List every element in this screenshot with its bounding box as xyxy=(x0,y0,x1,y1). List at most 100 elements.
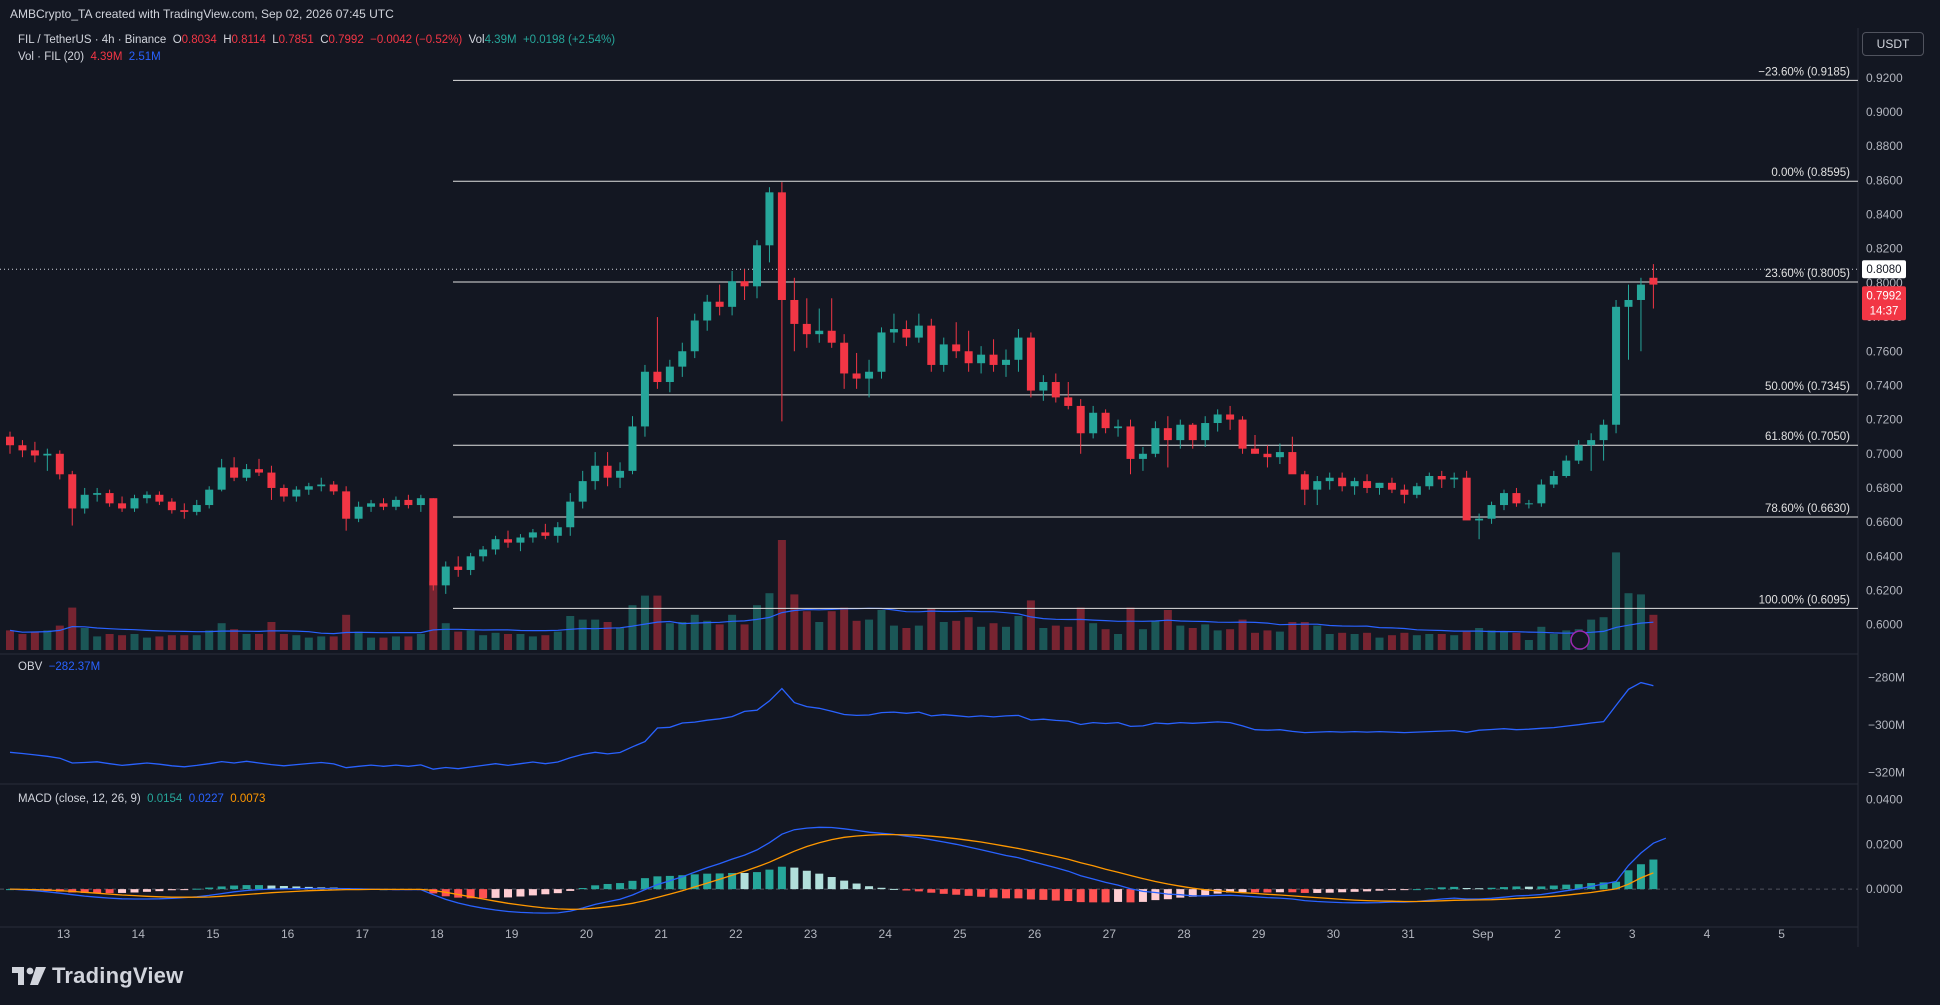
macd-histogram-bar xyxy=(1338,889,1347,893)
candle-body xyxy=(93,493,102,495)
macd-histogram-bar xyxy=(1387,889,1396,891)
obv-tick-label: −280M xyxy=(1868,670,1905,684)
volume-bar xyxy=(43,630,52,650)
macd-histogram-bar xyxy=(566,889,575,891)
macd-tick-label: 0.0200 xyxy=(1866,837,1903,851)
macd-histogram-bar xyxy=(80,889,89,893)
fib-level-label: 78.60% (0.6630) xyxy=(1765,503,1850,515)
macd-histogram-bar xyxy=(205,887,214,890)
volume-bar xyxy=(230,629,239,650)
candle-body xyxy=(1487,505,1496,519)
volume-bar xyxy=(379,637,388,650)
macd-histogram-bar xyxy=(1412,889,1421,891)
candle-body xyxy=(1313,481,1322,490)
macd-histogram-bar xyxy=(217,886,226,890)
time-tick-label: 13 xyxy=(57,927,71,941)
candle-body xyxy=(1014,337,1023,360)
candle-body xyxy=(105,493,114,504)
fib-level-label: −23.60% (0.9185) xyxy=(1758,66,1850,78)
candle-body xyxy=(155,494,164,502)
candle-body xyxy=(1562,460,1571,476)
macd-label[interactable]: MACD (close, 12, 26, 9) xyxy=(18,793,141,805)
macd-tick-label: 0.0000 xyxy=(1866,882,1903,896)
time-tick-label: 4 xyxy=(1704,927,1711,941)
volume-bar xyxy=(479,635,488,650)
volume-bar xyxy=(1313,625,1322,650)
volume-bar xyxy=(640,595,649,650)
last-price-badge-text: 0.8080 xyxy=(1866,264,1901,276)
volume-bar xyxy=(1114,634,1123,650)
macd-histogram-bar xyxy=(1014,889,1023,899)
macd-histogram-bar xyxy=(1275,889,1284,893)
obv-label[interactable]: OBV xyxy=(18,661,43,673)
macd-histogram-bar xyxy=(902,889,911,891)
chart-canvas[interactable]: 0.6000 0.6200 0.6400 0.6600 0.6800 0.7000 0.72… xyxy=(0,0,1940,947)
macd-line-value: 0.0227 xyxy=(188,793,224,805)
macd-histogram-bar xyxy=(1226,889,1235,893)
candle-body xyxy=(217,467,226,490)
high-value: 0.8114 xyxy=(231,34,266,46)
volume-bar xyxy=(815,622,824,650)
event-marker-icon[interactable] xyxy=(1570,630,1590,650)
symbol-label[interactable]: FIL / TetherUS · 4h · Binance xyxy=(18,34,167,46)
volume-bar xyxy=(1624,593,1633,650)
price-tick-label: 0.8600 xyxy=(1866,173,1903,187)
candle-body xyxy=(790,299,799,324)
volume-bar xyxy=(404,636,413,650)
obv-tick-label: −320M xyxy=(1868,765,1905,779)
macd-histogram-bar xyxy=(665,875,674,890)
volume-bar xyxy=(1325,634,1334,650)
volume-bar xyxy=(130,634,139,650)
macd-histogram-bar xyxy=(1574,884,1583,890)
macd-histogram-bar xyxy=(616,883,625,890)
candle-body xyxy=(1288,452,1297,475)
candle-body xyxy=(441,566,450,586)
fib-level-label: 61.80% (0.7050) xyxy=(1765,431,1850,443)
macd-histogram-bar xyxy=(1636,864,1645,890)
candle-body xyxy=(1649,277,1658,285)
candle-body xyxy=(1636,284,1645,300)
macd-histogram-bar xyxy=(852,883,861,890)
macd-histogram-bar xyxy=(927,889,936,893)
countdown-text: 14:37 xyxy=(1870,305,1899,317)
close-price-badge-text: 0.7992 xyxy=(1866,290,1901,302)
macd-histogram-bar xyxy=(989,889,998,898)
volume-bar xyxy=(777,540,786,650)
macd-histogram-bar xyxy=(827,877,836,890)
macd-histogram-bar xyxy=(1188,889,1197,897)
macd-histogram-bar xyxy=(192,888,201,890)
candle-body xyxy=(180,510,189,512)
time-tick-label: 3 xyxy=(1629,927,1636,941)
tradingview-logo[interactable]: TradingView xyxy=(12,963,183,989)
currency-button[interactable]: USDT xyxy=(1862,32,1924,56)
macd-line xyxy=(9,826,1667,914)
volume-bar xyxy=(1412,635,1421,650)
volume-bar xyxy=(1612,552,1621,650)
time-tick-label: 17 xyxy=(356,927,370,941)
candle-body xyxy=(1437,475,1446,480)
vol-study-label[interactable]: Vol · FIL (20) xyxy=(18,51,85,63)
candle-body xyxy=(516,537,525,543)
volume-bar xyxy=(255,634,263,650)
volume-bar xyxy=(665,623,674,650)
volume-bar xyxy=(105,634,114,650)
volume-bar xyxy=(279,634,288,650)
candle-body xyxy=(640,371,649,427)
candle-body xyxy=(1425,475,1434,487)
price-tick-label: 0.6200 xyxy=(1866,583,1903,597)
volume-bar xyxy=(516,634,525,650)
tradingview-brand: TradingView xyxy=(52,963,184,988)
volume-bar xyxy=(1039,628,1048,650)
macd-histogram-bar xyxy=(93,889,102,894)
time-tick-label: Sep xyxy=(1472,927,1494,941)
volume-bar xyxy=(118,635,127,650)
macd-histogram-bar xyxy=(1201,889,1210,896)
macd-histogram-bar xyxy=(790,867,799,890)
macd-histogram-bar xyxy=(1425,888,1434,890)
macd-histogram-bar xyxy=(977,889,986,897)
macd-histogram-bar xyxy=(516,889,525,897)
volume-bar xyxy=(1512,632,1521,650)
volume-bar xyxy=(939,622,948,650)
candle-body xyxy=(753,245,761,287)
candle-body xyxy=(728,281,737,307)
